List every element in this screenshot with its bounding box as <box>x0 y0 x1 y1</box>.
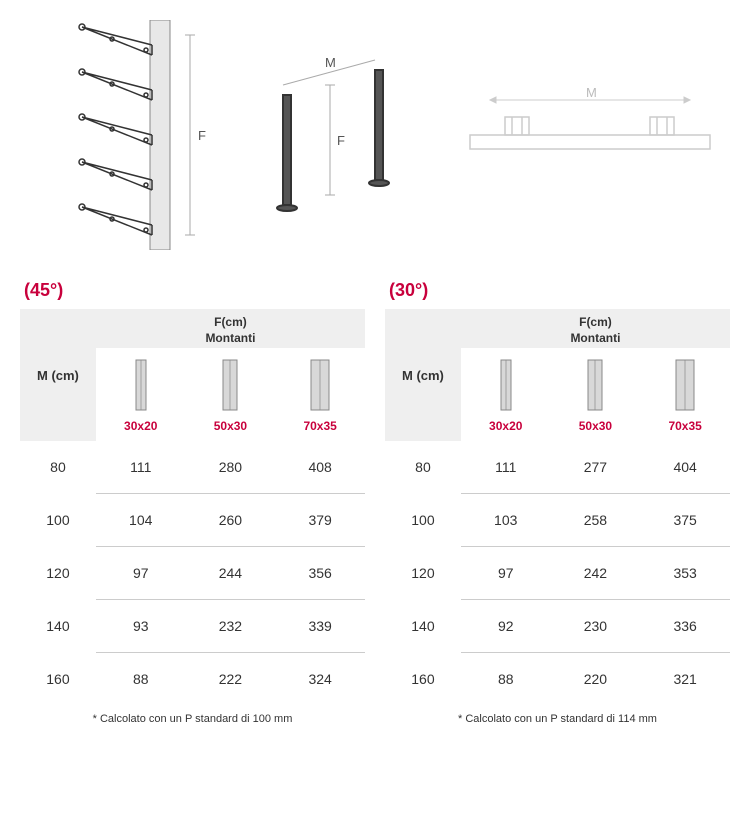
table-block: (30°) M (cm)F(cm)Montanti 30x20 50x30 70x35 8… <box>385 280 730 725</box>
diagram-area: F M F <box>0 0 750 280</box>
diagram-f-label-2: F <box>337 133 345 148</box>
header-profile: 30x20 <box>96 348 186 441</box>
header-profile: 70x35 <box>275 348 365 441</box>
cell-value: 339 <box>275 600 365 653</box>
profile-icon <box>308 358 332 413</box>
cell-value: 97 <box>461 547 551 600</box>
header-profile: 70x35 <box>640 348 730 441</box>
cell-value: 104 <box>96 494 186 547</box>
cell-m: 160 <box>20 653 96 706</box>
diagram-f-label: F <box>198 128 206 143</box>
cell-value: 336 <box>640 600 730 653</box>
cell-value: 220 <box>551 653 641 706</box>
cell-value: 97 <box>96 547 186 600</box>
table-row: 14093232339 <box>20 600 365 653</box>
table-row: 100103258375 <box>385 494 730 547</box>
cell-value: 260 <box>186 494 276 547</box>
table-row: 12097242353 <box>385 547 730 600</box>
profile-size-label: 50x30 <box>555 419 637 433</box>
cell-m: 80 <box>20 441 96 494</box>
angle-label: (45°) <box>20 280 365 301</box>
cell-value: 258 <box>551 494 641 547</box>
table-block: (45°) M (cm)F(cm)Montanti 30x20 50x30 70x35 8… <box>20 280 365 725</box>
profile-size-label: 30x20 <box>465 419 547 433</box>
cell-m: 120 <box>20 547 96 600</box>
cell-m: 80 <box>385 441 461 494</box>
cell-value: 103 <box>461 494 551 547</box>
diagram-m-label-2: M <box>586 85 597 100</box>
cell-value: 404 <box>640 441 730 494</box>
diagram-top-view: M <box>460 85 720 175</box>
cell-value: 111 <box>461 441 551 494</box>
table-row: 80111277404 <box>385 441 730 494</box>
table-row: 14092230336 <box>385 600 730 653</box>
profile-icon <box>498 358 514 413</box>
tables-container: (45°)M (cm)F(cm)Montanti30x2050x3070x358… <box>0 280 750 745</box>
cell-value: 321 <box>640 653 730 706</box>
diagram-isometric: M F <box>255 55 425 225</box>
table-row: 16088220321 <box>385 653 730 706</box>
profile-icon <box>673 358 697 413</box>
cell-value: 92 <box>461 600 551 653</box>
header-m: M (cm) <box>385 309 461 441</box>
cell-value: 280 <box>186 441 276 494</box>
cell-value: 93 <box>96 600 186 653</box>
header-profile: 50x30 <box>551 348 641 441</box>
cell-value: 353 <box>640 547 730 600</box>
table-row: 80111280408 <box>20 441 365 494</box>
cell-m: 140 <box>20 600 96 653</box>
cell-m: 140 <box>385 600 461 653</box>
cell-value: 277 <box>551 441 641 494</box>
cell-value: 324 <box>275 653 365 706</box>
profile-icon <box>133 358 149 413</box>
table-row: 16088222324 <box>20 653 365 706</box>
cell-m: 100 <box>20 494 96 547</box>
profile-icon <box>585 358 605 413</box>
cell-value: 230 <box>551 600 641 653</box>
data-table: M (cm)F(cm)Montanti30x2050x3070x35801112… <box>385 309 730 705</box>
header-f: F(cm)Montanti <box>96 309 365 348</box>
cell-value: 111 <box>96 441 186 494</box>
diagram-side-elevation: F <box>50 20 220 250</box>
cell-value: 244 <box>186 547 276 600</box>
table-row: 100104260379 <box>20 494 365 547</box>
cell-value: 356 <box>275 547 365 600</box>
profile-size-label: 50x30 <box>190 419 272 433</box>
cell-value: 222 <box>186 653 276 706</box>
header-m: M (cm) <box>20 309 96 441</box>
cell-value: 242 <box>551 547 641 600</box>
diagram-m-label: M <box>325 55 336 70</box>
profile-size-label: 30x20 <box>100 419 182 433</box>
header-profile: 30x20 <box>461 348 551 441</box>
cell-value: 408 <box>275 441 365 494</box>
table-row: 12097244356 <box>20 547 365 600</box>
profile-size-label: 70x35 <box>644 419 726 433</box>
cell-value: 88 <box>96 653 186 706</box>
cell-m: 160 <box>385 653 461 706</box>
cell-value: 88 <box>461 653 551 706</box>
header-profile: 50x30 <box>186 348 276 441</box>
angle-label: (30°) <box>385 280 730 301</box>
cell-value: 379 <box>275 494 365 547</box>
profile-icon <box>220 358 240 413</box>
header-f: F(cm)Montanti <box>461 309 730 348</box>
data-table: M (cm)F(cm)Montanti30x2050x3070x35801112… <box>20 309 365 705</box>
cell-value: 232 <box>186 600 276 653</box>
cell-m: 120 <box>385 547 461 600</box>
footnote: * Calcolato con un P standard di 100 mm <box>20 705 365 725</box>
profile-size-label: 70x35 <box>279 419 361 433</box>
footnote: * Calcolato con un P standard di 114 mm <box>385 705 730 725</box>
cell-m: 100 <box>385 494 461 547</box>
cell-value: 375 <box>640 494 730 547</box>
